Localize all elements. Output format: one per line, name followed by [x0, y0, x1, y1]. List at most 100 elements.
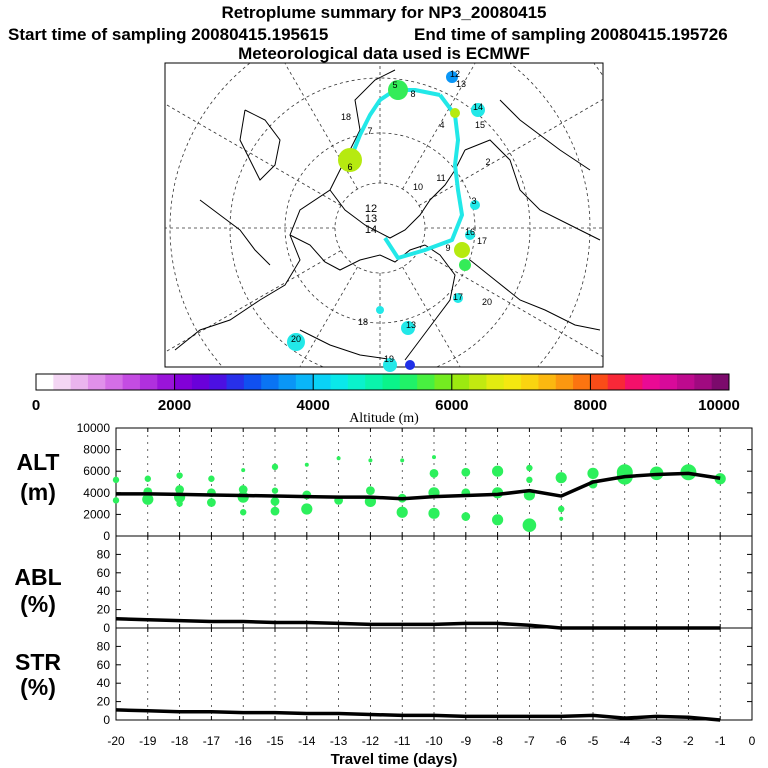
colorbar-swatch [174, 374, 193, 390]
colorbar-tick-label: 0 [32, 397, 40, 414]
coastline [464, 139, 601, 241]
colorbar-swatch [226, 374, 245, 390]
plume-blob [450, 108, 460, 118]
scatter-point [368, 458, 373, 463]
colorbar-swatch [36, 374, 54, 390]
map-day-label: 11 [436, 173, 445, 183]
colorbar-swatch [469, 374, 487, 390]
map-day-label: 15 [475, 120, 485, 130]
y-tick-label: 40 [97, 676, 111, 690]
scatter-point [526, 476, 533, 484]
scatter-point [271, 463, 279, 471]
x-tick-label: -5 [588, 734, 599, 748]
scatter-point [492, 514, 504, 526]
y-tick-label: 80 [97, 547, 111, 561]
scatter-point [238, 485, 248, 494]
scatter-point [429, 468, 439, 478]
map-day-label: 2 [485, 157, 490, 167]
colorbar-swatch [70, 374, 89, 390]
colorbar-swatches [35, 373, 730, 391]
colorbar-swatch [555, 374, 574, 390]
scatter-point [461, 512, 471, 521]
y-axis-title: ABL [14, 564, 61, 590]
colorbar-swatch [417, 374, 435, 390]
scatter-point [112, 497, 120, 504]
coastline [499, 99, 591, 171]
scatter-point [270, 506, 280, 516]
map-day-label: 20 [482, 297, 492, 307]
scatter-point [432, 455, 436, 460]
x-tick-label: -17 [203, 734, 221, 748]
scatter-point [241, 468, 246, 473]
y-tick-label: 4000 [83, 486, 110, 500]
plume-blob [471, 103, 485, 117]
colorbar-tick-label: 6000 [435, 397, 468, 414]
colorbar-swatch [711, 374, 730, 390]
colorbar-swatch [590, 374, 609, 390]
x-axis-title: Travel time (days) [331, 751, 458, 768]
colorbar-swatch [191, 374, 210, 390]
map-center-label: 13 [365, 213, 377, 225]
colorbar-tick-label: 10000 [698, 397, 740, 414]
y-axis-title: STR [15, 649, 61, 675]
y-tick-label: 0 [103, 529, 110, 543]
map-day-label: 18 [341, 112, 351, 122]
colorbar-tick-label: 2000 [158, 397, 191, 414]
x-tick-label: -6 [556, 734, 567, 748]
scatter-point [492, 465, 504, 477]
scatter-point [714, 473, 726, 485]
colorbar-swatch [503, 374, 522, 390]
colorbar-tick-label: 4000 [297, 397, 330, 414]
colorbar-swatch [243, 374, 262, 390]
map-graticule [165, 63, 603, 367]
scatter-point [522, 518, 537, 532]
chart-panel-0: 10000 8000 6000 4000 2000 0 ALT (m) [16, 421, 753, 543]
x-tick-label: 0 [749, 734, 756, 748]
colorbar-swatch [105, 374, 124, 390]
scatter-point [400, 458, 405, 463]
colorbar-swatch [313, 374, 332, 390]
series-line [115, 617, 721, 630]
colorbar-tick-label: 8000 [574, 397, 607, 414]
colorbar-swatch [295, 374, 314, 390]
scatter-point [396, 506, 408, 518]
map-coastlines [174, 69, 601, 361]
y-tick-label: 8000 [83, 443, 110, 457]
scatter-point [207, 498, 216, 507]
y-tick-label: 20 [97, 603, 111, 617]
scatter-point [462, 469, 469, 476]
y-tick-label: 60 [97, 658, 111, 672]
colorbar-swatch [122, 374, 141, 390]
map-center-label: 12 [365, 203, 377, 215]
x-tick-label: -16 [235, 734, 253, 748]
plume-blob [388, 80, 408, 100]
plume-blob [401, 321, 415, 335]
median-line [116, 471, 721, 501]
map-day-label: 10 [413, 182, 423, 192]
plume-track-line [350, 88, 464, 260]
coastline [404, 244, 456, 361]
y-axis-title: ALT [16, 449, 59, 475]
colorbar-swatch [434, 374, 453, 390]
x-tick-label: -4 [619, 734, 630, 748]
y-tick-label: 2000 [83, 507, 110, 521]
colorbar-swatch [538, 374, 557, 390]
colorbar-swatch [261, 374, 280, 390]
colorbar-swatch [451, 374, 470, 390]
map-day-label: 12 [450, 69, 460, 79]
y-axis-title: (%) [20, 591, 56, 617]
colorbar-swatch [139, 374, 158, 390]
x-tick-label: -20 [107, 734, 125, 748]
colorbar-swatch [486, 374, 505, 390]
plume-blob [470, 200, 480, 210]
y-tick-label: 40 [97, 584, 111, 598]
start-time-label: Start time of sampling 20080415.195615 [8, 25, 329, 44]
y-tick-label: 6000 [83, 464, 110, 478]
scatter-point [270, 497, 280, 506]
x-tick-label: -19 [139, 734, 157, 748]
map-day-label: 16 [465, 227, 475, 237]
y-tick-label: 60 [97, 566, 111, 580]
colorbar-swatch [607, 374, 626, 390]
map-day-label: 13 [406, 320, 416, 330]
